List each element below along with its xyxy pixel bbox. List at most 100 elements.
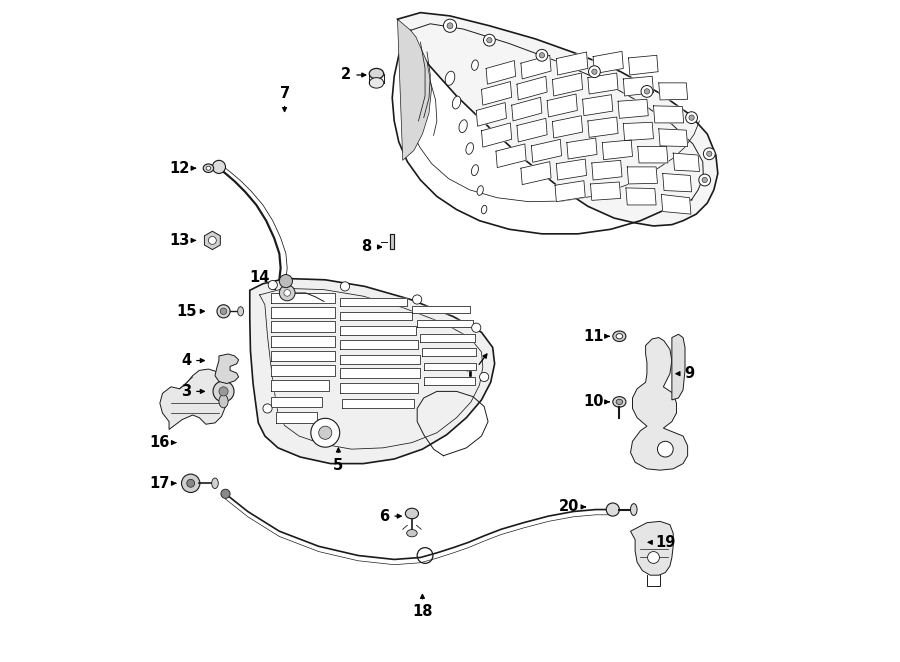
Text: 9: 9 <box>676 366 695 381</box>
Circle shape <box>263 404 272 413</box>
Circle shape <box>592 69 597 74</box>
Ellipse shape <box>405 508 418 519</box>
Polygon shape <box>420 334 475 342</box>
Circle shape <box>209 236 216 244</box>
Polygon shape <box>250 279 495 463</box>
Circle shape <box>539 53 544 58</box>
Circle shape <box>279 275 292 288</box>
Ellipse shape <box>613 331 626 342</box>
Text: 11: 11 <box>583 329 609 344</box>
Text: 19: 19 <box>648 535 676 550</box>
Polygon shape <box>272 293 335 303</box>
Polygon shape <box>486 60 516 84</box>
Polygon shape <box>272 351 335 361</box>
Polygon shape <box>272 397 322 407</box>
Polygon shape <box>339 383 418 393</box>
Text: 3: 3 <box>181 384 204 399</box>
Circle shape <box>641 85 652 97</box>
Polygon shape <box>624 76 653 96</box>
Polygon shape <box>631 522 673 575</box>
Polygon shape <box>567 138 597 159</box>
Text: 6: 6 <box>379 508 401 524</box>
Polygon shape <box>555 181 585 202</box>
Ellipse shape <box>369 77 383 88</box>
Polygon shape <box>553 73 582 96</box>
Circle shape <box>217 305 230 318</box>
Circle shape <box>480 372 489 381</box>
Polygon shape <box>272 307 335 318</box>
Polygon shape <box>482 123 512 147</box>
Ellipse shape <box>616 334 623 339</box>
Polygon shape <box>582 95 613 116</box>
Circle shape <box>483 34 495 46</box>
Circle shape <box>648 551 660 563</box>
Polygon shape <box>272 321 335 332</box>
Ellipse shape <box>477 186 483 195</box>
Circle shape <box>536 50 548 61</box>
Polygon shape <box>588 117 618 137</box>
Polygon shape <box>659 83 688 100</box>
Circle shape <box>702 177 707 183</box>
Circle shape <box>212 160 226 173</box>
Polygon shape <box>624 122 653 140</box>
Polygon shape <box>547 94 578 117</box>
Circle shape <box>657 442 673 457</box>
Circle shape <box>310 418 339 448</box>
Circle shape <box>182 474 200 493</box>
Text: 2: 2 <box>341 68 365 83</box>
Ellipse shape <box>446 71 454 85</box>
Text: 12: 12 <box>169 161 195 175</box>
Polygon shape <box>398 19 432 160</box>
Polygon shape <box>517 118 547 142</box>
Polygon shape <box>653 106 684 123</box>
Circle shape <box>472 323 481 332</box>
Text: 8: 8 <box>362 240 382 254</box>
Polygon shape <box>626 188 656 205</box>
Text: 13: 13 <box>169 233 195 248</box>
Ellipse shape <box>472 60 478 70</box>
Polygon shape <box>673 153 699 171</box>
Circle shape <box>447 23 453 28</box>
Text: 20: 20 <box>559 499 586 514</box>
Polygon shape <box>662 173 691 192</box>
Polygon shape <box>424 363 476 370</box>
Circle shape <box>220 308 227 314</box>
Circle shape <box>698 174 711 186</box>
Polygon shape <box>215 354 238 383</box>
Polygon shape <box>160 369 226 430</box>
Ellipse shape <box>466 143 473 154</box>
Polygon shape <box>662 195 691 214</box>
Polygon shape <box>424 377 475 385</box>
Ellipse shape <box>613 397 626 407</box>
Circle shape <box>268 281 277 290</box>
Polygon shape <box>339 369 420 378</box>
Ellipse shape <box>369 68 383 79</box>
Ellipse shape <box>206 166 211 170</box>
Polygon shape <box>627 167 657 184</box>
Polygon shape <box>276 412 318 423</box>
Circle shape <box>644 89 650 94</box>
Circle shape <box>220 489 230 498</box>
Circle shape <box>686 112 698 124</box>
Polygon shape <box>496 144 526 167</box>
Circle shape <box>284 290 291 296</box>
Circle shape <box>219 387 228 396</box>
Circle shape <box>319 426 332 440</box>
Polygon shape <box>418 320 473 327</box>
Ellipse shape <box>472 165 479 175</box>
Polygon shape <box>512 97 542 121</box>
Polygon shape <box>593 52 624 73</box>
Ellipse shape <box>212 478 219 489</box>
Polygon shape <box>631 338 688 470</box>
Polygon shape <box>521 162 551 185</box>
Text: 7: 7 <box>280 86 290 111</box>
Text: 1: 1 <box>464 354 487 385</box>
Circle shape <box>444 19 456 32</box>
Polygon shape <box>556 159 587 180</box>
Polygon shape <box>476 103 507 126</box>
Polygon shape <box>272 365 335 375</box>
Polygon shape <box>618 99 648 118</box>
Polygon shape <box>390 234 394 249</box>
Polygon shape <box>638 146 668 163</box>
Ellipse shape <box>407 530 418 537</box>
